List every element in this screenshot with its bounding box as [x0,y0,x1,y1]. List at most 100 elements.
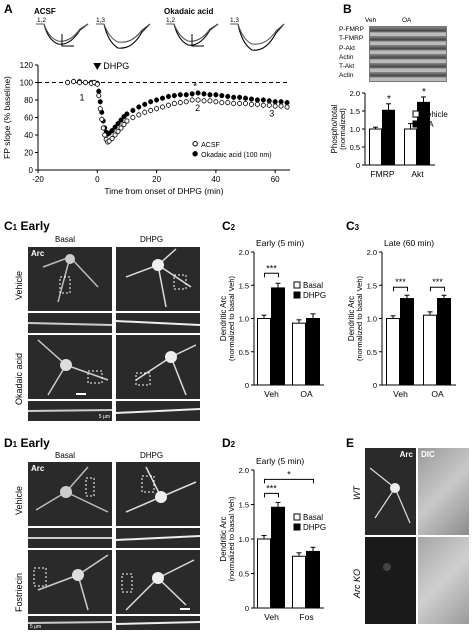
category-label: FMRP [370,169,394,179]
point-okadaic [237,94,243,100]
point-okadaic [148,99,154,105]
point-acsf [118,125,124,131]
point-acsf [94,81,100,87]
significance-bracket [264,492,279,498]
bar-basal [257,538,271,609]
point-okadaic [207,92,213,98]
y-axis-label-sub: (normalized) [338,108,347,150]
point-acsf [71,79,77,85]
bar-basal [386,318,400,386]
legend-swatch [293,281,301,289]
micrograph-d1-fos-dhpg [116,550,200,614]
point-okadaic [201,91,207,97]
y-axis-label-sub: (normalized to basal Veh) [227,496,236,582]
fp-traces [36,23,285,51]
panel-label-c2: C2 [222,219,236,233]
trace-acsf-2b [96,23,151,43]
panel-label-d2: D2 [222,436,236,450]
blot-row-1: T-FMRP [339,35,364,42]
point-okadaic [243,95,249,101]
significance-bracket [430,286,445,292]
zoom-c1-veh-basal [28,313,112,333]
y-tick-label: 100 [20,79,34,88]
point-acsf [130,115,136,121]
trace-label-3: 1,2 [166,17,176,24]
trace-label-okadaic: Okadaic acid [164,7,214,16]
point-acsf [171,101,177,107]
trace-acsf-1b [36,23,89,42]
legend-label: DHPG [303,291,326,300]
blot-row-3: Actin [339,54,354,61]
legend-swatch [293,291,301,299]
blot-row-5: Actin [339,72,354,79]
bar-treated [400,298,414,386]
legend-swatch [293,523,301,531]
blot-oa-label: OA [402,17,412,24]
category-label: OA [300,389,313,399]
point-okadaic [165,94,171,100]
point-acsf [115,129,121,135]
point-okadaic [213,92,219,98]
micrograph-c1-oa-dhpg [116,335,200,399]
zoom-d1-veh-basal [28,528,112,548]
legend-label: ACSF [201,142,220,149]
y-tick-label: 0.5 [239,348,249,357]
point-acsf [82,79,88,85]
chart-d2: 0 0.5 1.0 1.5 2.0 Dendritic Arc (normalized to… [219,456,326,622]
significance-stars: * [287,469,291,479]
trace-label-2: 1,3 [96,17,106,24]
zoom-c1-veh-dhpg [116,313,200,333]
point-okadaic [124,111,130,117]
western-blot: P-FMRP T-FMRP P-Akt Actin T-Akt Actin [339,26,447,82]
point-acsf [207,98,213,104]
legend-marker [192,151,198,157]
y-tick-label: 0 [373,381,377,390]
y-tick-label: 1.5 [239,281,249,290]
timepoint-3: 3 [269,109,274,119]
c1-col-dhpg: DHPG [140,235,164,244]
category-label: Veh [264,389,279,399]
y-tick-label: 1.5 [350,107,360,116]
panel-label-a: A [4,2,13,16]
blot-row-4: T-Akt [339,63,355,70]
point-acsf [99,116,105,122]
y-axis-label: Dendritic Arc [347,296,356,341]
y-tick-label: 0 [356,161,360,170]
y-axis-label: Phospho/total [330,104,339,153]
point-acsf [77,79,83,85]
bar-treated [437,298,451,386]
y-tick-label: 1.0 [350,125,360,134]
point-acsf [237,101,243,107]
point-acsf [219,100,225,106]
point-okadaic [231,94,237,100]
point-acsf [195,97,201,103]
panel-label-c3: C3 [346,219,360,233]
point-acsf [213,99,219,105]
timepoint-2: 2 [195,103,200,113]
c1-row-okadaic: Okadaic acid [14,352,24,405]
micrograph-e-ko-dic [418,537,469,624]
significance-bracket [264,478,314,484]
y-tick-label: 2.0 [350,89,360,98]
point-okadaic [219,93,225,99]
trace-oa-2b [230,23,285,45]
point-okadaic [177,92,183,98]
point-okadaic [171,93,177,99]
y-tick-label: 0 [245,381,249,390]
significance-star: * [193,81,197,92]
legend-swatch [412,110,420,118]
micrograph-e-wt-dic: DIC [418,448,469,535]
significance-star: * [422,87,426,98]
point-okadaic [118,117,124,123]
panel-label-c1: C1 Early [4,219,50,233]
e-row-wt: WT [352,486,362,500]
significance-bracket [264,272,279,278]
category-label: Fos [299,612,313,622]
y-tick-label: 40 [24,131,33,140]
y-tick-label: 0 [29,166,34,175]
micrograph-d1-veh-basal: Arc [28,462,112,526]
category-label: Akt [411,169,424,179]
panel-label-e: E [346,436,355,450]
point-okadaic [195,90,201,96]
